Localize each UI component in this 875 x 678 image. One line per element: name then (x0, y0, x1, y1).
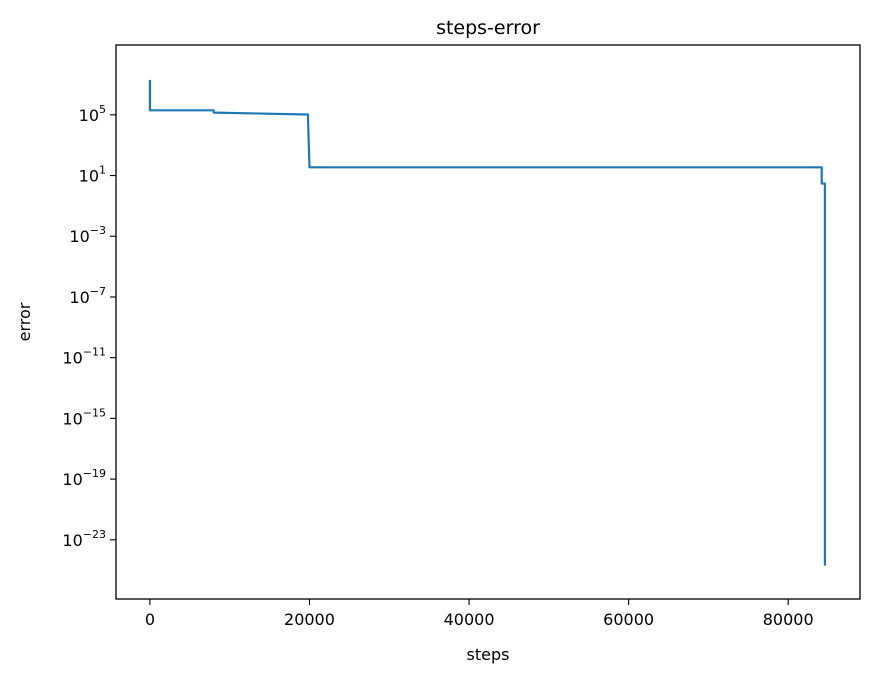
x-tick-label: 80000 (763, 610, 814, 629)
y-tick-label: 105 (79, 103, 106, 125)
x-tick-label: 0 (145, 610, 155, 629)
y-tick-label: 10−19 (62, 467, 106, 489)
plot-frame (115, 44, 861, 600)
series-layer (148, 79, 827, 566)
chart-title: steps-error (436, 17, 540, 39)
x-tick-label: 20000 (284, 610, 335, 629)
x-tick-label: 60000 (603, 610, 654, 629)
y-tick-label: 10−11 (62, 346, 106, 368)
y-tick-label: 10−3 (69, 224, 106, 246)
series-line (148, 79, 827, 566)
y-tick-label: 10−23 (62, 528, 106, 550)
y-axis-label: error (15, 302, 34, 341)
ticks-layer: 0 20000 40000 60000 80000 105 101 10−3 10−7 10−11… (62, 103, 813, 629)
y-tick-label: 101 (79, 164, 106, 186)
x-tick-label: 40000 (444, 610, 495, 629)
y-tick-label: 10−7 (69, 285, 106, 307)
x-axis-label: steps (467, 645, 510, 664)
y-tick-label: 10−15 (62, 406, 106, 428)
